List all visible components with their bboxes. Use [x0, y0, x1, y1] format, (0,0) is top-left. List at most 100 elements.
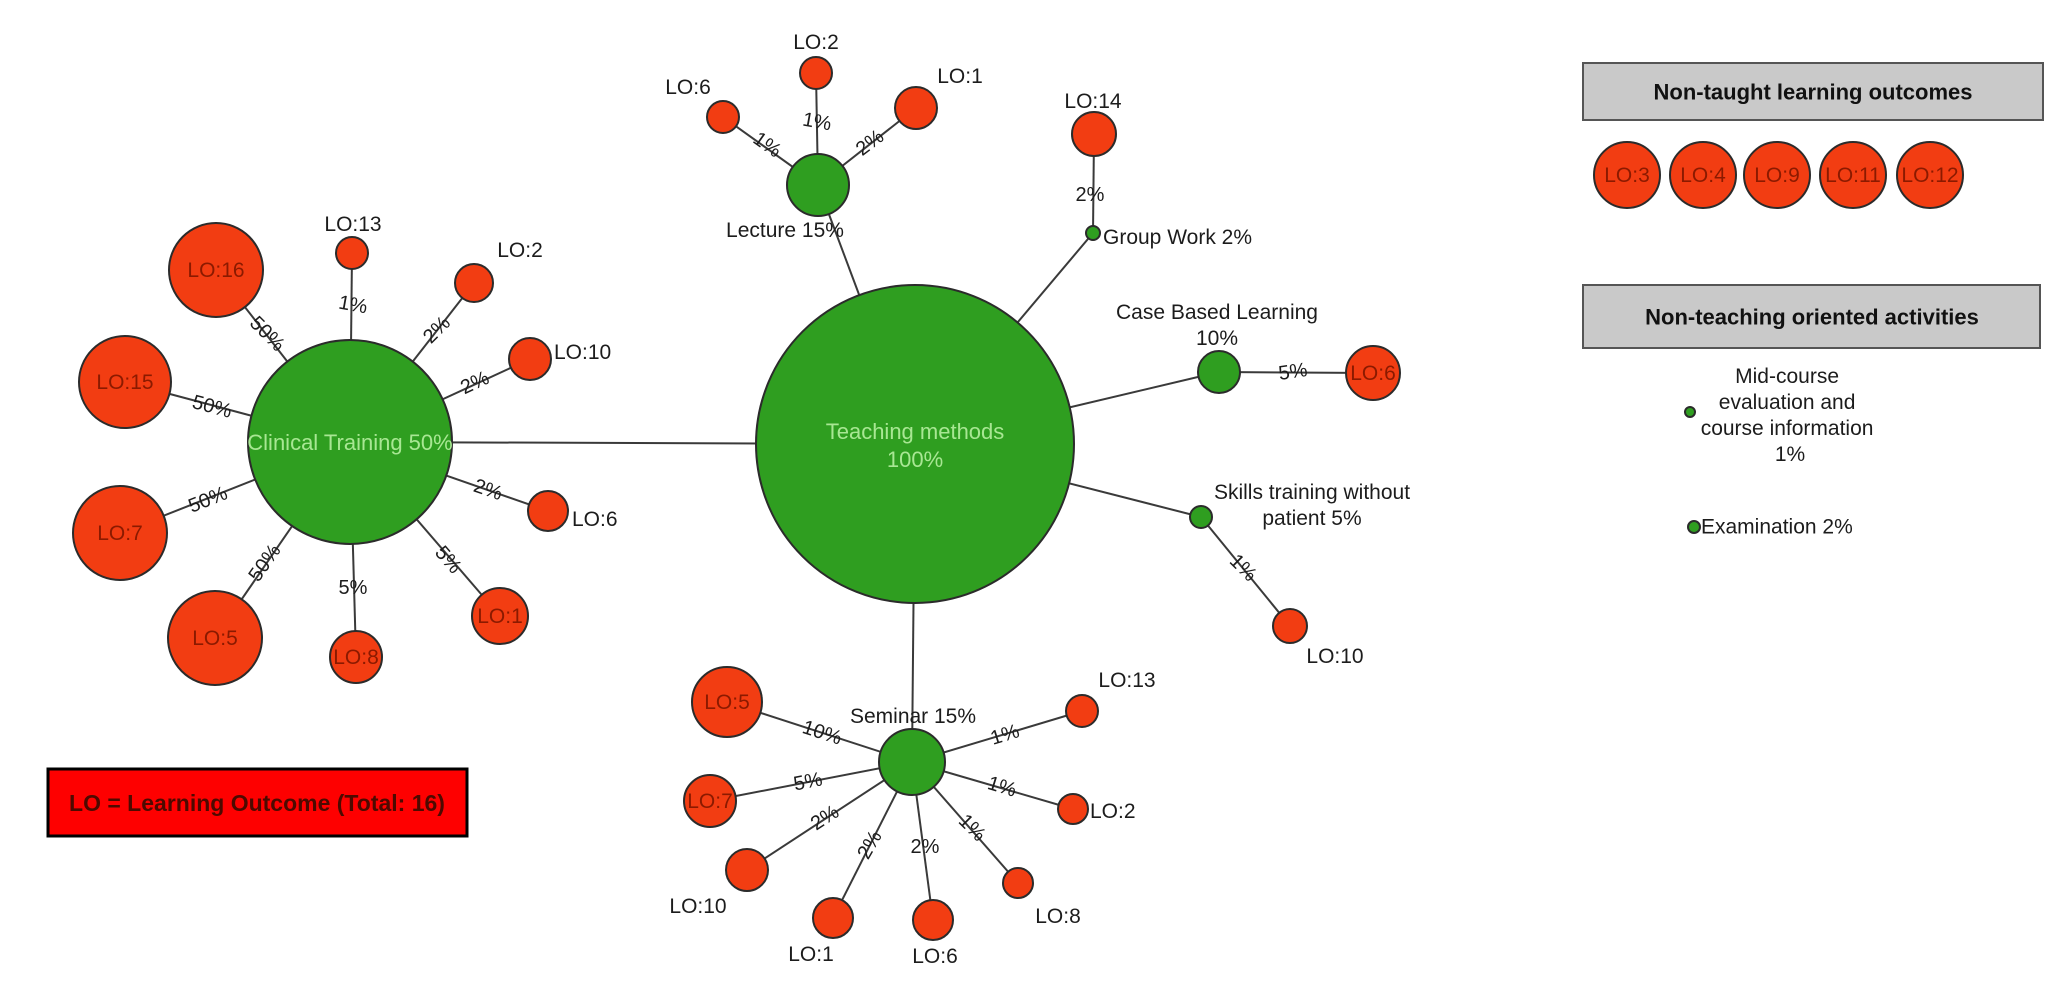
node-groupwork	[1085, 225, 1101, 241]
node-le6	[706, 100, 740, 134]
node-c16	[168, 222, 264, 318]
node-c15	[78, 335, 172, 429]
examination-label: Examination 2%	[1701, 516, 1853, 539]
edge-weight-clinical-c13: 1%	[337, 292, 370, 319]
node-label-seminar: Seminar 15%	[850, 705, 976, 728]
edge-weight-seminar-s7: 5%	[792, 768, 825, 795]
edge-weight-clinical-c1: 5%	[430, 542, 466, 578]
node-label-c7: LO:7	[97, 522, 143, 545]
edge-weight-seminar-s2: 1%	[985, 772, 1019, 802]
edge-weight-groupwork-g14: 2%	[1076, 184, 1105, 206]
node-label-lg3: LO:3	[1604, 164, 1650, 187]
node-label-c15: LO:15	[96, 371, 153, 394]
node-clinical	[247, 339, 453, 545]
edge-weight-seminar-s13: 1%	[988, 720, 1022, 750]
node-s8	[1002, 867, 1034, 899]
node-labels-layer: Teaching methods 100% Clinical Training 50…	[96, 31, 1958, 968]
legend-non-teaching-box	[1582, 284, 2041, 349]
edge-skills-sk10	[1200, 516, 1291, 627]
node-label-s2: LO:2	[1090, 800, 1136, 823]
node-label-lg12: LO:12	[1901, 164, 1958, 187]
node-teaching	[755, 284, 1075, 604]
node-label-c1: LO:1	[477, 605, 523, 628]
node-lg9	[1743, 141, 1811, 209]
edge-seminar-s7	[709, 761, 913, 802]
node-label-lg11: LO:11	[1825, 164, 1881, 187]
legend-non-taught-box	[1582, 62, 2044, 121]
node-label-s1: LO:1	[788, 943, 834, 966]
node-label-c5: LO:5	[192, 627, 238, 650]
node-label-skills: Skills training without patient 5%	[1214, 481, 1410, 530]
node-label-lg4: LO:4	[1680, 164, 1726, 187]
node-s10	[725, 848, 769, 892]
edge-weight-seminar-s10: 2%	[807, 801, 843, 835]
nodes-layer	[72, 56, 1964, 941]
edge-weight-lecture-le2: 1%	[801, 109, 834, 136]
node-c2	[454, 263, 494, 303]
node-s6	[912, 899, 954, 941]
node-label-sk10: LO:10	[1306, 645, 1363, 668]
legend-non-teaching-title: Non-teaching oriented activities	[1645, 305, 1979, 330]
node-label-lecture: Lecture 15%	[726, 219, 844, 242]
edge-weight-seminar-s6: 2%	[911, 836, 940, 858]
node-s5	[691, 666, 763, 738]
legend-non-taught-title: Non-taught learning outcomes	[1654, 80, 1973, 105]
edge-weight-clinical-c2: 2%	[419, 312, 455, 348]
node-label-s13: LO:13	[1098, 669, 1155, 692]
node-label-c13: LO:13	[324, 213, 381, 236]
node-lg12	[1896, 141, 1964, 209]
node-c1	[471, 587, 529, 645]
node-label-cb6: LO:6	[1350, 362, 1396, 385]
edge-weight-clinical-c15: 50%	[190, 391, 235, 423]
node-label-groupwork: Group Work 2%	[1103, 226, 1252, 249]
learning-outcome-key-label: LO = Learning Outcome (Total: 16)	[69, 790, 445, 816]
node-le2	[799, 56, 833, 90]
node-lg11	[1819, 141, 1887, 209]
node-midcourse-dot	[1684, 406, 1696, 418]
midcourse-evaluation-label: Mid-course evaluation and course informa…	[1701, 365, 1880, 466]
node-label-clinical: Clinical Training 50%	[247, 430, 452, 455]
node-label-s8: LO:8	[1035, 905, 1081, 928]
edge-weight-clinical-c5: 50%	[245, 540, 286, 586]
edge-weight-clinical-c7: 50%	[185, 482, 231, 517]
edge-weight-skills-sk10: 1%	[1225, 550, 1261, 586]
node-label-teaching: Teaching methods 100%	[826, 419, 1005, 472]
node-s13	[1065, 694, 1099, 728]
node-c10	[508, 337, 552, 381]
node-skills	[1189, 505, 1213, 529]
node-s7	[683, 774, 737, 828]
node-cbl	[1197, 350, 1241, 394]
node-label-c8: LO:8	[333, 646, 379, 669]
learning-outcome-key-box	[46, 767, 469, 838]
node-label-c6: LO:6	[572, 508, 618, 531]
node-s2	[1057, 793, 1089, 825]
node-lecture	[786, 153, 850, 217]
node-label-c10: LO:10	[554, 341, 611, 364]
node-label-s6: LO:6	[912, 945, 958, 968]
node-label-le6: LO:6	[665, 76, 711, 99]
edge-weight-seminar-s1: 2%	[853, 827, 887, 863]
node-label-s5: LO:5	[704, 691, 750, 714]
node-label-g14: LO:14	[1064, 90, 1122, 113]
node-label-le1: LO:1	[937, 65, 983, 88]
node-label-s7: LO:7	[687, 790, 733, 813]
edge-weight-seminar-s5: 10%	[800, 716, 845, 749]
node-label-cbl: Case Based Learning 10%	[1116, 301, 1318, 350]
node-le1	[894, 86, 938, 130]
edge-weight-clinical-c6: 2%	[471, 475, 506, 505]
node-s1	[812, 897, 854, 939]
node-c13	[335, 236, 369, 270]
node-lg3	[1593, 141, 1661, 209]
node-label-c2: LO:2	[497, 239, 543, 262]
node-examination-dot	[1687, 520, 1701, 534]
node-c6	[527, 490, 569, 532]
edge-weight-clinical-c16: 50%	[245, 312, 289, 356]
edge-weight-clinical-c10: 2%	[457, 367, 493, 399]
node-sk10	[1272, 608, 1308, 644]
node-cb6	[1345, 345, 1401, 401]
node-lg4	[1669, 141, 1737, 209]
node-g14	[1071, 111, 1117, 157]
node-seminar	[878, 728, 946, 796]
